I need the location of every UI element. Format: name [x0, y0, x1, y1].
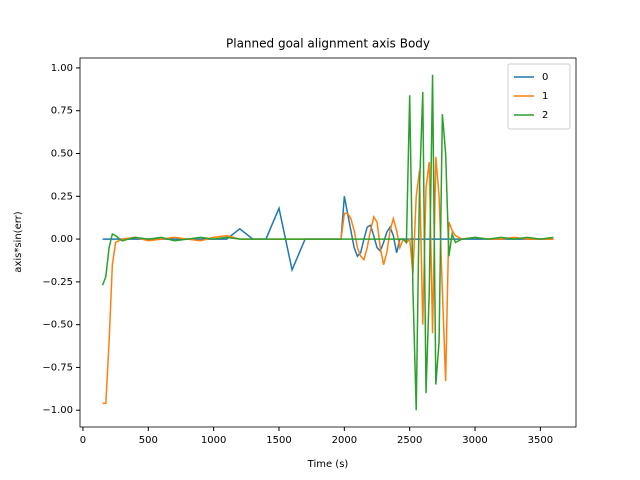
chart-title: Planned goal alignment axis Body	[226, 37, 430, 51]
y-tick-label: −0.75	[42, 362, 73, 373]
legend-box	[507, 63, 571, 130]
line-series	[102, 196, 554, 273]
legend-label: 1	[542, 91, 548, 102]
x-tick-label: 3500	[528, 435, 553, 446]
y-tick-label: 0.50	[51, 149, 73, 160]
y-axis-label: axis*sin(err)	[13, 211, 24, 272]
x-tick-label: 0	[80, 435, 86, 446]
legend-label: 0	[542, 72, 548, 83]
x-tick-label: 2000	[332, 435, 357, 446]
y-tick-label: 1.00	[51, 63, 73, 74]
y-tick-label: 0.00	[51, 234, 73, 245]
y-tick-label: −1.00	[42, 405, 73, 416]
y-tick-label: −0.50	[42, 320, 73, 331]
y-tick-label: 0.75	[51, 106, 73, 117]
y-tick-label: −0.25	[42, 277, 73, 288]
y-tick-label: 0.25	[51, 191, 73, 202]
line-series	[102, 156, 554, 405]
x-axis-label: Time (s)	[307, 459, 349, 470]
x-tick-label: 500	[139, 435, 158, 446]
line-series	[101, 74, 554, 411]
x-tick-label: 1000	[201, 435, 226, 446]
x-tick-label: 1500	[266, 435, 291, 446]
x-tick-label: 2500	[397, 435, 422, 446]
legend-label: 2	[542, 110, 548, 121]
plot-frame	[79, 57, 577, 428]
x-tick-label: 3000	[462, 435, 487, 446]
